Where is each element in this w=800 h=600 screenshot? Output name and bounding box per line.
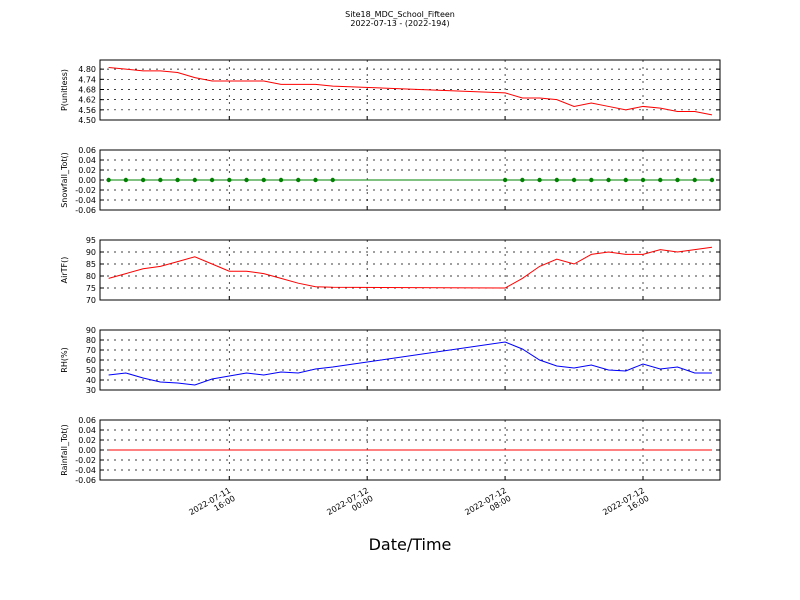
plot-frame [99, 59, 721, 121]
chart-subtitle: 2022-07-13 - (2022-194) [350, 19, 449, 28]
data-line [108, 246, 713, 289]
y-tick-label: -0.02 [75, 456, 96, 465]
y-tick-label: 0.06 [78, 146, 96, 155]
y-tick-label: 90 [86, 248, 96, 257]
data-point [623, 177, 628, 183]
data-point [658, 177, 663, 183]
x-tick-label: 2022-07-1200:00 [325, 486, 374, 525]
plot-frame [99, 419, 721, 481]
data-point [571, 177, 577, 183]
data-point [296, 177, 301, 183]
y-tick-label: 90 [86, 326, 96, 335]
y-axis-label: AirTF() [60, 257, 69, 284]
y-axis-label: P(unitless) [60, 69, 69, 111]
y-tick-label: 75 [86, 284, 96, 293]
data-point [261, 177, 266, 183]
y-tick-label: 0.00 [78, 176, 96, 185]
y-tick-label: 40 [86, 376, 96, 385]
data-point [140, 177, 146, 183]
y-tick-label: -0.02 [75, 186, 96, 195]
y-tick-label: 4.74 [78, 75, 96, 84]
data-point [278, 177, 284, 183]
y-tick-label: 4.68 [78, 85, 96, 94]
y-axis-label: Rainfall_Tot() [60, 424, 69, 476]
data-point [589, 177, 594, 183]
data-point [244, 177, 249, 183]
y-tick-label: 95 [86, 236, 96, 245]
y-axis-label: RH(%) [60, 347, 69, 372]
x-axis-label: Date/Time [369, 535, 452, 554]
y-tick-label: 70 [86, 296, 96, 305]
data-point [554, 177, 560, 183]
data-point [709, 177, 715, 183]
y-tick-label: 4.56 [78, 106, 96, 115]
data-point [692, 177, 697, 183]
y-tick-label: 4.62 [78, 96, 96, 105]
y-tick-label: 4.80 [78, 65, 96, 74]
y-tick-label: 85 [86, 260, 96, 269]
data-point [106, 177, 111, 183]
data-point [606, 177, 611, 183]
y-tick-label: 30 [86, 386, 96, 395]
data-point [209, 177, 215, 183]
y-tick-label: 80 [86, 272, 96, 281]
data-point [158, 177, 163, 183]
y-tick-label: 0.00 [78, 446, 96, 455]
data-point [313, 177, 318, 183]
data-point [175, 177, 180, 183]
data-point [640, 177, 646, 183]
y-tick-label: 0.02 [78, 436, 96, 445]
x-tick-label: 2022-07-1208:00 [463, 486, 512, 525]
y-tick-label: 0.02 [78, 166, 96, 175]
plot-frame [99, 149, 721, 211]
data-point [537, 177, 542, 183]
data-point [675, 177, 680, 183]
x-tick-label: 2022-07-1216:00 [601, 486, 650, 525]
data-line [108, 66, 713, 116]
data-point [227, 177, 232, 183]
y-axis-label: Snowfall_Tot() [60, 152, 69, 208]
data-point [192, 177, 198, 183]
y-tick-label: 80 [86, 336, 96, 345]
y-tick-label: 0.06 [78, 416, 96, 425]
data-point [520, 177, 525, 183]
y-tick-label: -0.04 [75, 466, 96, 475]
x-tick-label: 2022-07-1116:00 [188, 486, 237, 525]
y-tick-label: 70 [86, 346, 96, 355]
plot-frame [99, 329, 721, 391]
y-tick-label: 0.04 [78, 156, 96, 165]
y-tick-label: -0.06 [75, 476, 96, 485]
y-tick-label: 60 [86, 356, 96, 365]
data-point [502, 177, 508, 183]
y-tick-label: -0.06 [75, 206, 96, 215]
data-point [123, 177, 129, 183]
y-tick-label: 0.04 [78, 426, 96, 435]
plot-frame [99, 239, 721, 301]
y-tick-label: 50 [86, 366, 96, 375]
chart-title: Site18_MDC_School_Fifteen [345, 10, 455, 19]
data-line [108, 341, 712, 386]
data-point [330, 177, 335, 183]
y-tick-label: 4.50 [78, 116, 96, 125]
y-tick-label: -0.04 [75, 196, 96, 205]
